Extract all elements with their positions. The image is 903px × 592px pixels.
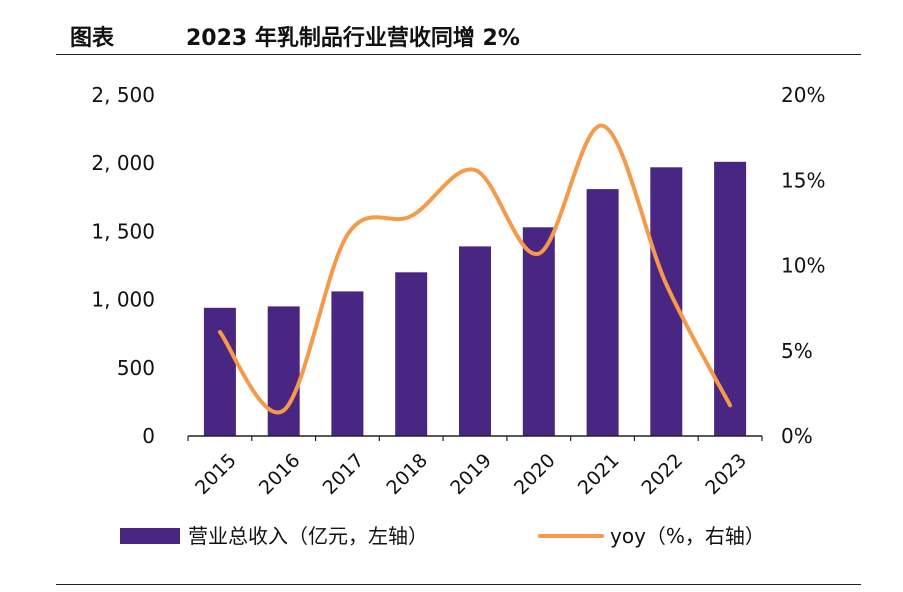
right-tick-label: 0%	[781, 424, 813, 448]
left-tick-label: 0	[142, 424, 155, 448]
bar-2022	[650, 167, 683, 437]
bar-2019	[459, 246, 491, 436]
header-divider	[56, 54, 861, 55]
legend-bar-label: 营业总收入（亿元，左轴）	[188, 524, 428, 548]
left-tick-label: 2, 500	[91, 83, 155, 107]
x-tick-label: 2022	[637, 449, 687, 499]
footer-divider	[56, 584, 861, 585]
axes-layer	[187, 435, 763, 441]
x-tick-label: 2019	[446, 449, 496, 499]
right-tick-label: 10%	[781, 254, 825, 278]
x-tick-label: 2017	[319, 449, 369, 499]
bar-2020	[522, 227, 555, 436]
figure-label: 图表	[70, 26, 115, 51]
x-tick-label: 2015	[191, 449, 241, 499]
x-axis-ticks: 2015 2016 2017 2018 2019 2020 2021 2022 2023	[191, 449, 751, 499]
bar-2021	[586, 189, 619, 436]
right-tick-label: 20%	[781, 83, 825, 107]
bars-layer	[203, 161, 747, 437]
right-tick-label: 5%	[781, 339, 813, 363]
x-tick-label: 2020	[510, 449, 560, 499]
left-tick-label: 2, 000	[91, 151, 155, 175]
left-tick-label: 500	[117, 356, 155, 380]
figure-title: 2023 年乳制品行业营收同增 2%	[186, 26, 520, 51]
bar-2017	[331, 291, 364, 436]
left-tick-label: 1, 500	[91, 219, 155, 243]
bar-2023	[714, 161, 747, 437]
right-tick-label: 15%	[781, 168, 825, 192]
bar-2015	[203, 307, 236, 436]
legend-bar-swatch	[120, 528, 180, 544]
right-axis-ticks: 0% 5% 10% 15% 20%	[781, 83, 825, 448]
x-tick-label: 2016	[255, 449, 305, 499]
legend: 营业总收入（亿元，左轴） yoy（%，右轴）	[120, 524, 765, 548]
bar-2018	[395, 272, 428, 436]
x-tick-label: 2018	[382, 449, 432, 499]
x-tick-label: 2021	[574, 449, 624, 499]
yoy-line	[217, 123, 733, 415]
bar-2016	[267, 306, 300, 436]
x-tick-label: 2023	[701, 449, 751, 499]
left-tick-label: 1, 000	[91, 288, 155, 312]
left-axis-ticks: 0 500 1, 000 1, 500 2, 000 2, 500	[91, 83, 155, 448]
legend-line-label: yoy（%，右轴）	[610, 524, 765, 548]
yoy-line-layer	[217, 123, 733, 415]
